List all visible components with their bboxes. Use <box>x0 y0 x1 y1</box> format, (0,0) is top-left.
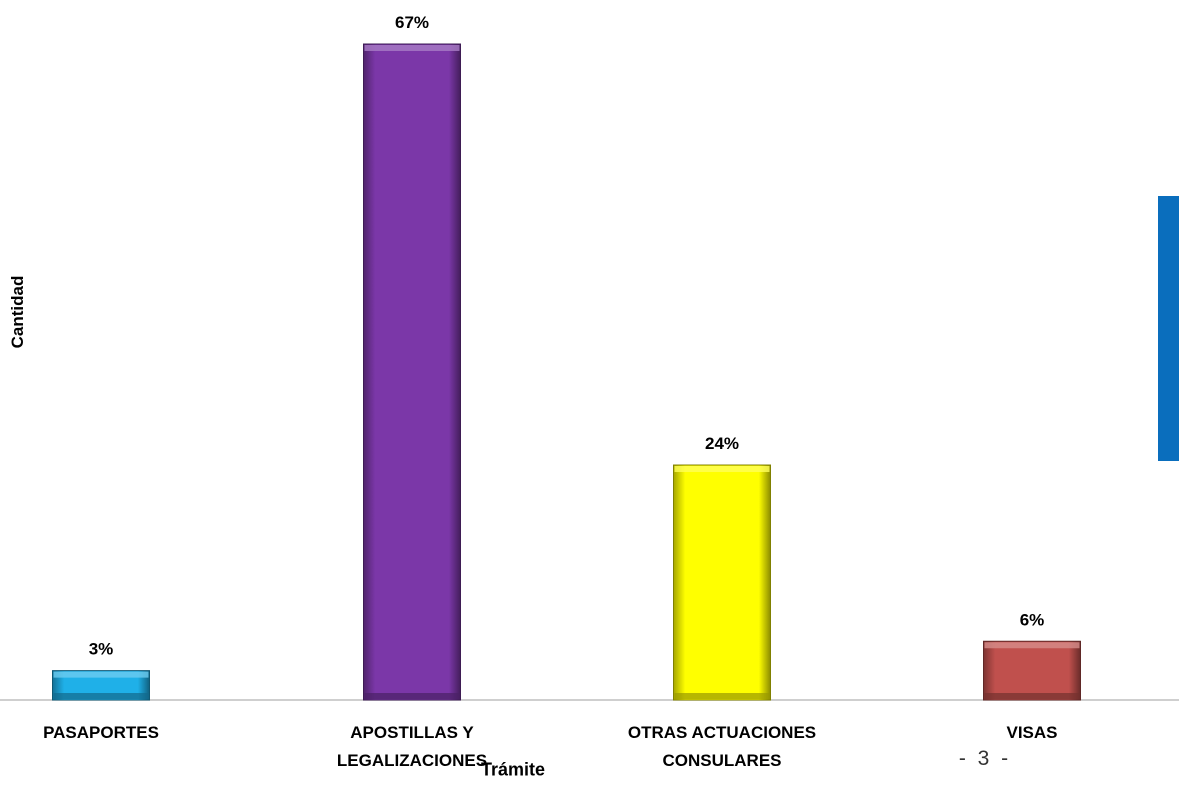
bar-bevel-top-2 <box>674 466 770 473</box>
bar-bevel-bottom-2 <box>674 693 770 699</box>
category-label-visas: VISAS <box>1006 723 1058 742</box>
data-label-2: 24% <box>705 434 739 453</box>
y-axis-label: Cantidad <box>8 275 27 349</box>
bar-body-1 <box>363 43 461 701</box>
data-label-1: 67% <box>395 13 429 32</box>
bar-0 <box>52 670 150 701</box>
bar-body-3 <box>983 640 1081 701</box>
category-label-apostillas: APOSTILLAS Y LEGALIZACIONES <box>336 723 488 770</box>
page-number: - 3 - <box>958 747 1012 770</box>
bar-1 <box>363 43 461 701</box>
x-axis-label: Trámite <box>480 759 546 780</box>
bar-bevel-top-0 <box>53 671 149 678</box>
bar-bevel-top-3 <box>984 642 1080 649</box>
category-label-pasaportes: PASAPORTES <box>43 723 159 742</box>
side-accent-band <box>1158 196 1179 461</box>
category-label-otras-actuaciones: OTRAS ACTUACIONES CONSULARES <box>627 723 817 770</box>
bar-bevel-bottom-3 <box>984 693 1080 699</box>
bar-3 <box>983 640 1081 701</box>
bar-body-2 <box>673 464 771 701</box>
bar-bevel-bottom-1 <box>364 693 460 699</box>
data-label-3: 6% <box>1020 610 1045 629</box>
bar-bevel-bottom-0 <box>53 693 149 699</box>
bar-2 <box>673 464 771 701</box>
data-label-0: 3% <box>89 640 114 659</box>
bar-bevel-top-1 <box>364 45 460 51</box>
